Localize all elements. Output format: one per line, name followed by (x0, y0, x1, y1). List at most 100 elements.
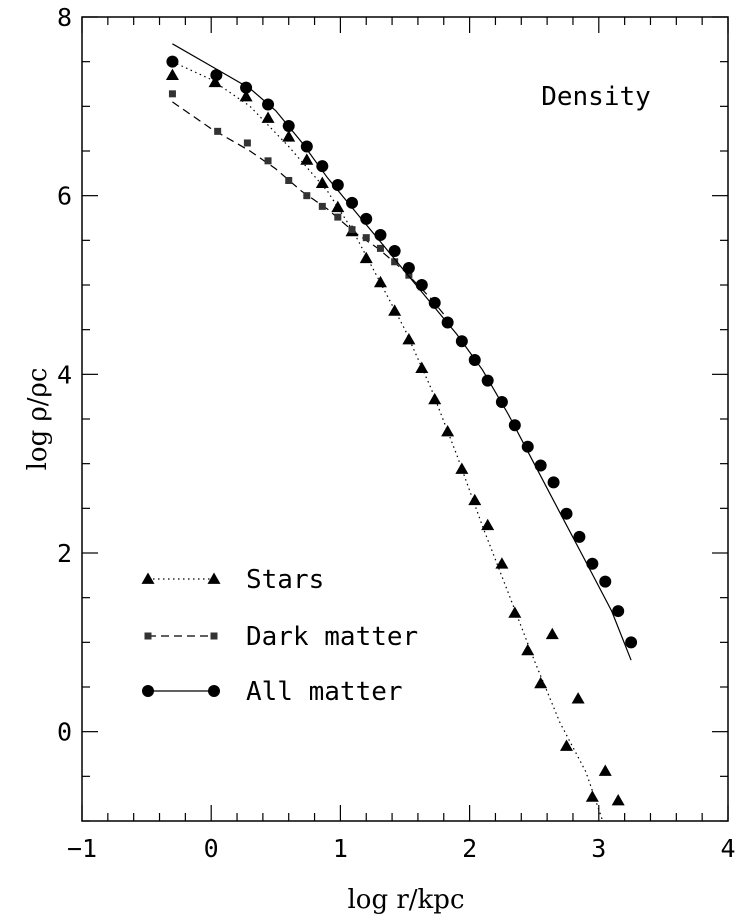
all-matter-point (625, 636, 638, 649)
all-matter-point (428, 296, 441, 309)
dark-matter-point (318, 202, 326, 210)
all-matter-point (481, 374, 494, 387)
stars-point (508, 606, 522, 618)
all-matter-point (346, 196, 359, 209)
all-matter-point (508, 419, 521, 432)
stars-point (208, 75, 222, 88)
all-matter-point (374, 228, 387, 241)
stars-point (388, 304, 402, 316)
dark-matter-point (285, 176, 293, 184)
all-matter-point (586, 557, 599, 570)
all-matter-point (331, 178, 344, 191)
legend-marker (142, 685, 154, 697)
stars-point (261, 111, 275, 123)
stars-point (468, 493, 482, 506)
dark-matter-point (391, 258, 399, 266)
x-tick-label: −1 (67, 834, 97, 863)
stars-point (495, 557, 509, 569)
legend-label: Stars (246, 565, 324, 595)
all-matter-point (388, 245, 401, 258)
y-tick-label: 4 (57, 360, 72, 389)
dark-matter-fit-line (172, 101, 449, 320)
dark-matter-point (243, 139, 251, 147)
dark-matter-point (348, 226, 356, 234)
all-matter-point (599, 575, 612, 588)
x-tick-label: 4 (720, 834, 735, 863)
stars-point (282, 130, 296, 142)
all-matter-point (612, 605, 625, 618)
x-tick-label: 3 (591, 834, 606, 863)
stars-point (428, 392, 442, 405)
legend-marker (141, 572, 155, 584)
dark-matter-point (334, 213, 342, 221)
axis-ticks (81, 16, 729, 822)
all-matter-point (166, 55, 179, 68)
stars-point (560, 739, 573, 751)
dark-matter-point (303, 192, 311, 200)
all-matter-point (573, 530, 586, 543)
stars-point (300, 153, 314, 165)
all-matter-point (300, 140, 313, 153)
stars-point (455, 462, 469, 474)
stars-point (481, 518, 495, 531)
stars-point (165, 68, 179, 80)
stars-point (239, 90, 253, 102)
stars-point (585, 790, 599, 802)
stars-point (415, 361, 429, 373)
all-matter-point (262, 98, 275, 111)
stars-point (611, 793, 625, 806)
all-matter-point (534, 459, 547, 472)
legend-marker (208, 685, 220, 697)
x-axis-label: log r/kpc (347, 885, 464, 915)
stars-point (598, 764, 612, 776)
all-matter-point (521, 440, 534, 453)
all-matter-point (560, 507, 573, 520)
tick-labels: −1 0 1 2 3 4 0 2 4 6 8 (57, 3, 736, 863)
legend: Stars Dark matter All matter (141, 565, 418, 707)
stars-fit-line (172, 61, 604, 821)
x-tick-label: 0 (204, 834, 219, 863)
dark-matter-point (168, 90, 176, 98)
stars-point (521, 643, 535, 656)
x-tick-label: 2 (462, 834, 477, 863)
legend-label: All matter (246, 677, 403, 707)
all-matter-point (316, 160, 329, 173)
legend-marker (210, 632, 218, 640)
legend-item-stars: Stars (141, 565, 324, 595)
stars-point (359, 251, 373, 264)
stars-point (315, 176, 329, 189)
all-matter-point (495, 396, 508, 409)
dark-matter-point (376, 244, 384, 252)
all-matter-point (468, 354, 481, 367)
series-dark-matter (168, 90, 452, 326)
y-tick-label: 0 (57, 718, 72, 747)
all-matter-point (360, 212, 373, 225)
all-matter-point (210, 69, 223, 82)
all-matter-point (240, 81, 253, 94)
plot-content (165, 43, 638, 821)
all-matter-point (455, 335, 468, 348)
stars-point (441, 425, 455, 437)
stars-point (331, 200, 345, 213)
stars-point (373, 275, 387, 288)
y-tick-label: 8 (57, 3, 72, 32)
series-stars (165, 61, 625, 821)
stars-point (571, 692, 585, 704)
legend-label: Dark matter (246, 622, 418, 652)
dark-matter-point (214, 127, 222, 135)
stars-point (402, 332, 416, 345)
density-annotation: Density (541, 82, 651, 112)
legend-item-all-matter: All matter (142, 677, 403, 707)
all-matter-point (402, 262, 415, 275)
all-matter-point (415, 279, 428, 291)
y-tick-label: 2 (57, 539, 72, 568)
x-tick-label: 1 (333, 834, 348, 863)
all-matter-point (282, 119, 295, 132)
legend-item-dark-matter: Dark matter (144, 622, 418, 652)
dark-matter-point (362, 234, 370, 242)
dark-matter-point (405, 271, 413, 279)
all-matter-point (547, 476, 560, 489)
y-tick-label: 6 (57, 182, 72, 211)
legend-marker (207, 572, 221, 584)
